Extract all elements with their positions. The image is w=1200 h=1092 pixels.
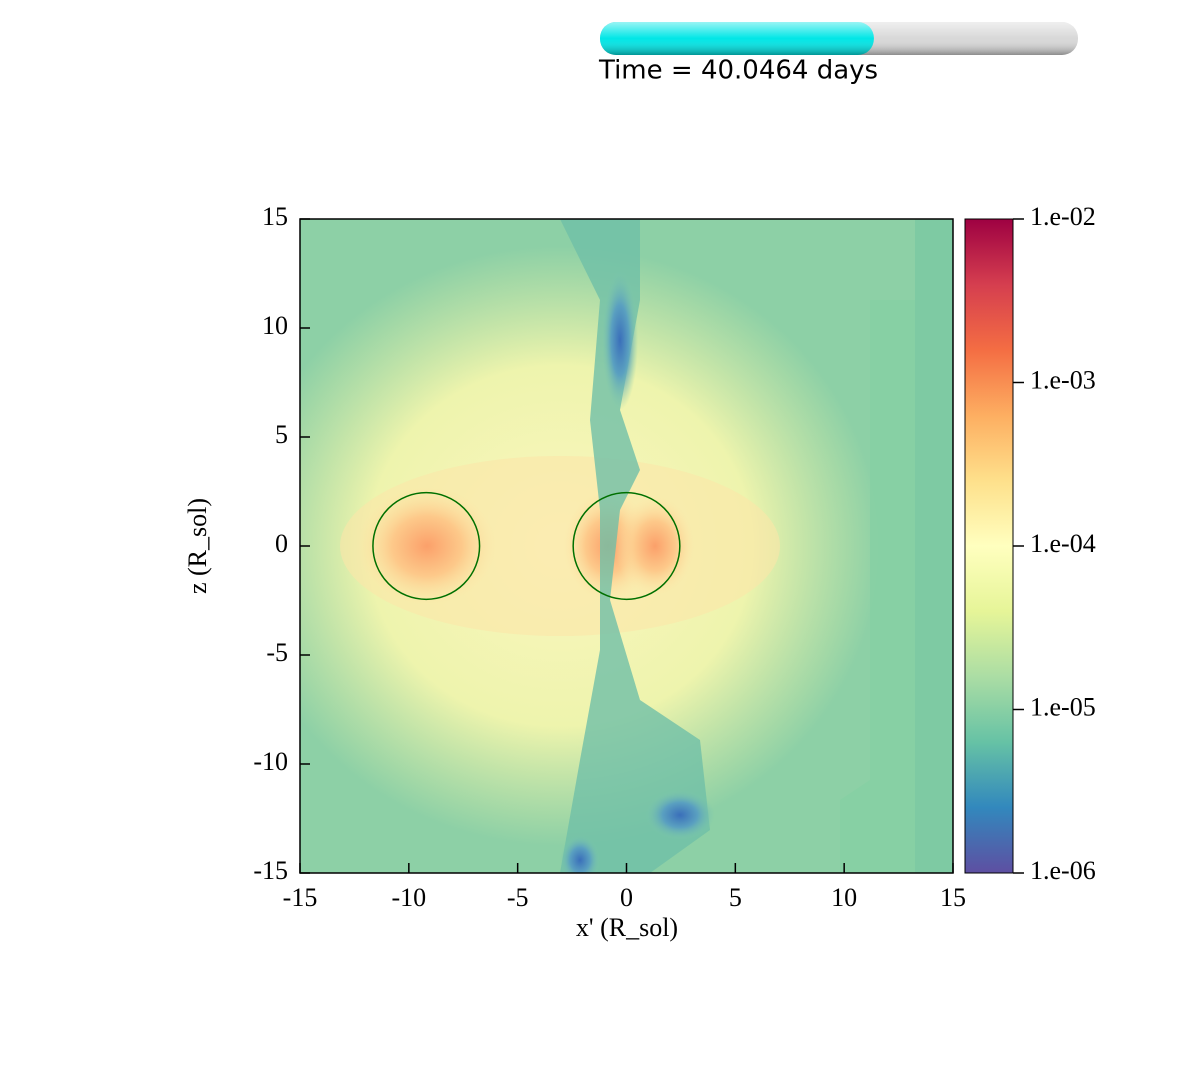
x-tick-label: 5 <box>729 883 742 912</box>
colorbar-tick-label: 1.e-03 <box>1030 365 1096 394</box>
colorbar-tick-label: 1.e-05 <box>1030 692 1096 721</box>
y-tick-label: 5 <box>275 420 288 449</box>
colorbar-tick-label: 1.e-02 <box>1030 202 1096 231</box>
star-radius <box>372 491 481 601</box>
density-image <box>300 219 953 873</box>
y-tick-label: 10 <box>262 311 288 340</box>
x-tick-label: 0 <box>620 883 633 912</box>
y-tick-label: 0 <box>275 529 288 558</box>
y-tick-label: 15 <box>262 202 288 231</box>
y-tick-label: -5 <box>266 638 288 667</box>
y-tick-label: -15 <box>253 856 288 885</box>
x-tick-label: -10 <box>391 883 426 912</box>
colorbar <box>964 218 1014 874</box>
x-tick-label: -5 <box>507 883 529 912</box>
progress-shade <box>600 22 1078 55</box>
x-tick-label: 10 <box>831 883 857 912</box>
x-tick-label: 15 <box>940 883 966 912</box>
colorbar-tick-label: 1.e-04 <box>1030 529 1096 558</box>
x-tick-label: -15 <box>283 883 318 912</box>
progress-bar <box>600 22 1078 55</box>
y-axis-label: z (R_sol) <box>183 498 212 594</box>
y-tick-label: -10 <box>253 747 288 776</box>
time-label: Time = 40.0464 days <box>598 56 878 86</box>
x-axis-label: x' (R_sol) <box>576 913 678 942</box>
axes: -15 -10 -5 0 5 10 15 -15 -10 -5 0 5 10 15 1.e-06 1.e-05… <box>253 202 1095 912</box>
star-radius <box>572 491 681 601</box>
colorbar-tick-label: 1.e-06 <box>1030 856 1096 885</box>
